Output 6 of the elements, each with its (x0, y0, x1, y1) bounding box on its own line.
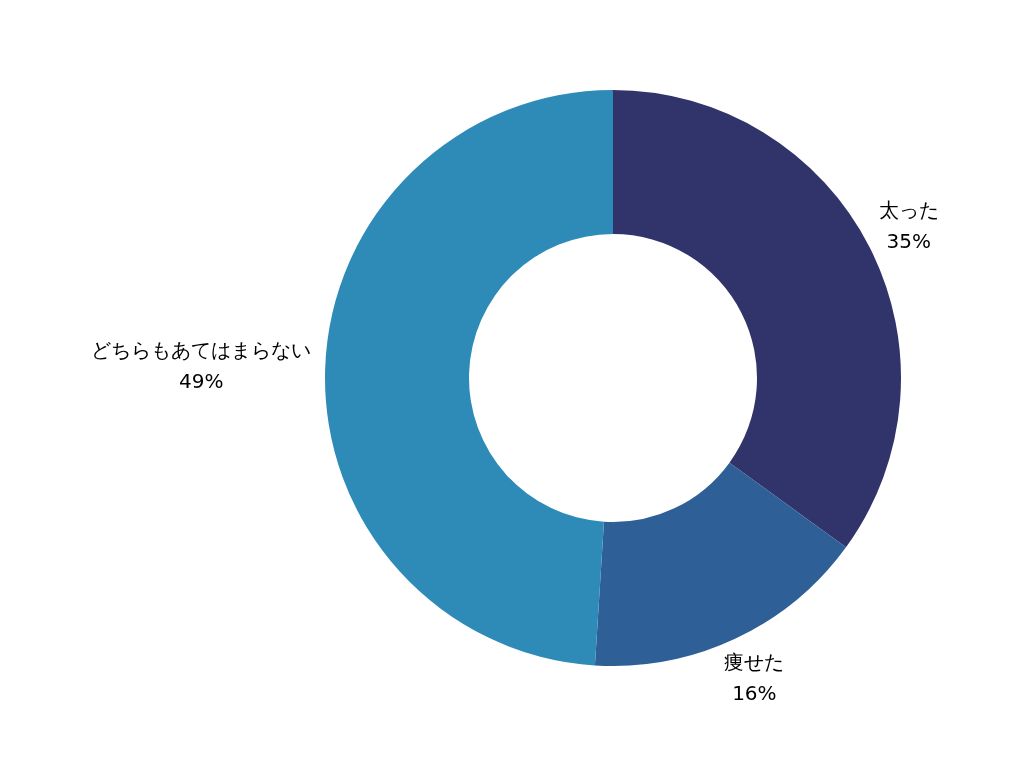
slice-label: 痩せた (724, 650, 785, 675)
data-label: 35% (886, 228, 932, 253)
data-label: 49% (178, 369, 224, 394)
data-label: 16% (732, 681, 777, 706)
slice-label: どちらもあてはまらない (91, 338, 312, 363)
slice-label: 太った (878, 197, 939, 222)
